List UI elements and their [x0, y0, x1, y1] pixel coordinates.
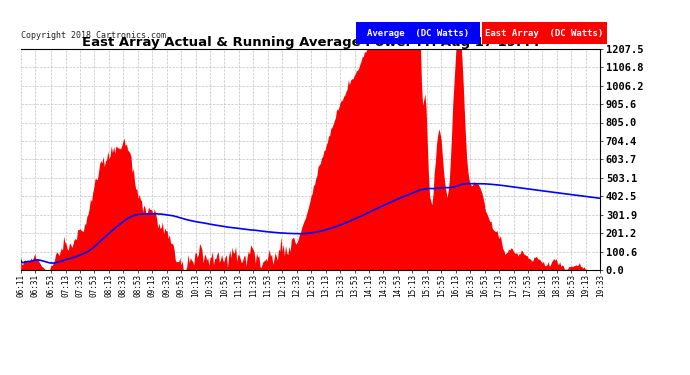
Text: Average  (DC Watts): Average (DC Watts) [367, 29, 469, 38]
Text: East Array  (DC Watts): East Array (DC Watts) [485, 29, 604, 38]
Text: Copyright 2018 Cartronics.com: Copyright 2018 Cartronics.com [21, 31, 166, 40]
FancyBboxPatch shape [356, 22, 480, 44]
FancyBboxPatch shape [482, 22, 607, 44]
Title: East Array Actual & Running Average Power Fri Aug 17 19:44: East Array Actual & Running Average Powe… [81, 36, 540, 49]
